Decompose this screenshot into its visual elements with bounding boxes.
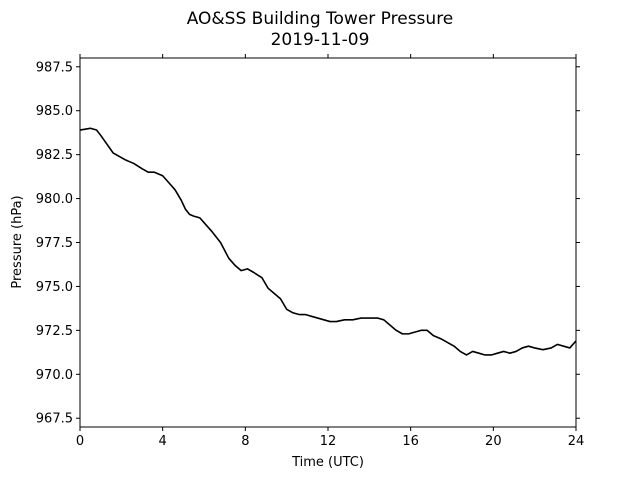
y-axis-label: Pressure (hPa) [10, 195, 25, 288]
y-tick-label-2: 972.5 [36, 324, 73, 339]
x-tick-label-16: 16 [402, 434, 419, 449]
axis-ticks: 0 4 8 12 16 20 24 967.5 970.0 972.5 975.0 977.5 980.… [36, 54, 584, 449]
series-line-0 [79, 127, 577, 356]
x-tick-label-8: 8 [241, 434, 249, 449]
y-tick-label-8: 987.5 [36, 60, 73, 75]
x-tick-label-4: 4 [159, 434, 167, 449]
y-tick-label-1: 970.0 [36, 368, 73, 383]
y-tick-label-7: 985.0 [36, 104, 73, 119]
x-tick-label-20: 20 [485, 434, 502, 449]
x-tick-label-24: 24 [568, 434, 585, 449]
plot-frame [79, 57, 577, 428]
chart-title: AO&SS Building Tower Pressure [187, 9, 454, 29]
y-tick-label-5: 980.0 [36, 192, 73, 207]
plot-area [79, 57, 577, 428]
chart-subtitle: 2019-11-09 [271, 30, 370, 50]
x-axis-label: Time (UTC) [291, 455, 364, 470]
x-tick-label-0: 0 [76, 434, 84, 449]
x-tick-label-12: 12 [320, 434, 337, 449]
y-tick-label-3: 975.0 [36, 280, 73, 295]
y-tick-label-0: 967.5 [36, 412, 73, 427]
y-tick-label-6: 982.5 [36, 148, 73, 163]
y-tick-label-4: 977.5 [36, 236, 73, 251]
